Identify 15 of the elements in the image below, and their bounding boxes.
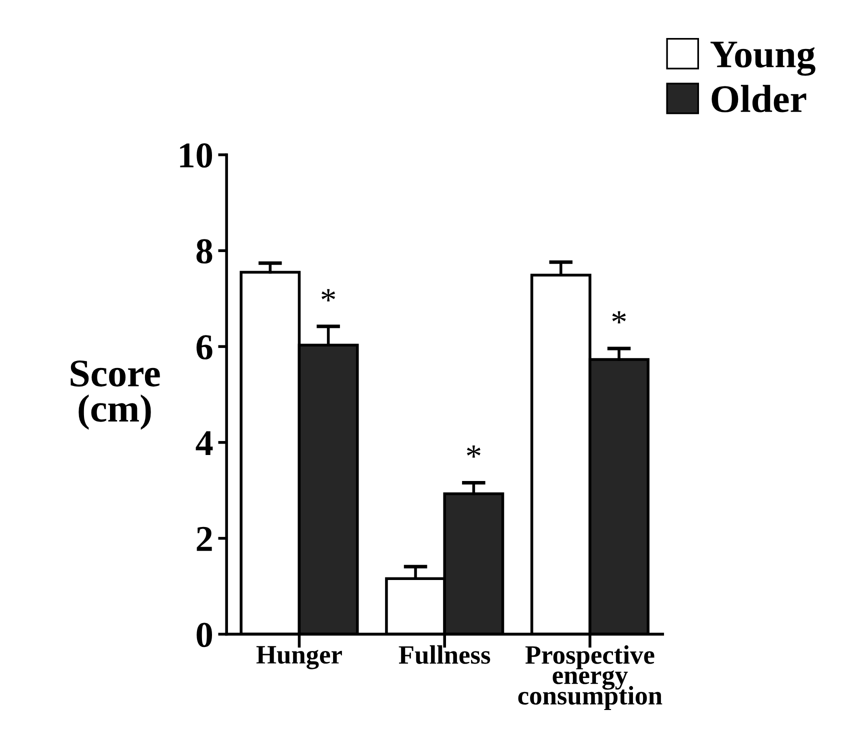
x-tick-label: Fullness (398, 645, 490, 664)
y-tick-label: 10 (180, 143, 212, 168)
legend-label: Older (712, 84, 806, 112)
y-tick-label: 4 (196, 431, 213, 455)
annotation: * (612, 311, 626, 324)
y-axis-title: Score (cm) (70, 360, 160, 430)
annotation: * (322, 289, 336, 302)
y-tick-label: 6 (196, 335, 212, 360)
legend-label: Young (710, 42, 816, 76)
x-tick-label: Hunger (256, 646, 342, 670)
y-tick-label: 8 (196, 239, 212, 264)
annotation: * (466, 445, 480, 458)
x-tick-label: Prospective energy consumption (518, 645, 662, 710)
y-tick-label: 0 (196, 622, 212, 648)
y-tick-label: 2 (196, 526, 212, 551)
